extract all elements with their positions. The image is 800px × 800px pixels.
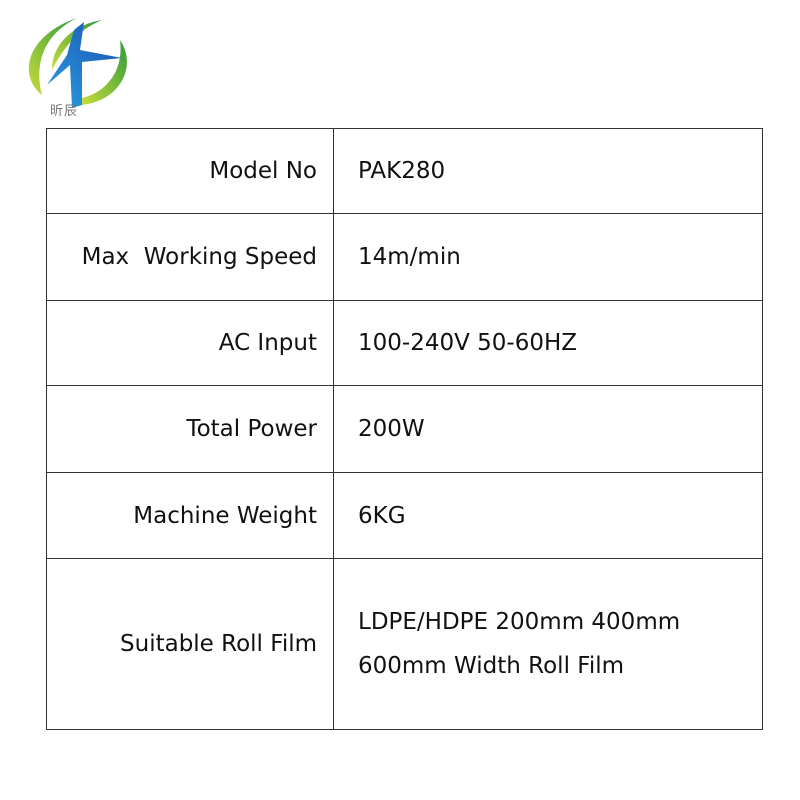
spec-label: AC Input <box>46 300 334 386</box>
spec-label: Total Power <box>46 385 334 473</box>
spec-label: Suitable Roll Film <box>46 558 334 730</box>
spec-value: 100-240V 50-60HZ <box>333 300 763 386</box>
table-row: Max Working Speed 14m/min <box>46 213 763 301</box>
table-row: AC Input 100-240V 50-60HZ <box>46 300 763 386</box>
logo-text: 昕辰 <box>50 104 79 119</box>
spec-value: 6KG <box>333 472 763 559</box>
spec-label: Machine Weight <box>46 472 334 559</box>
spec-value: PAK280 <box>333 128 763 214</box>
table-row: Suitable Roll Film LDPE/HDPE 200mm 400mm … <box>46 558 763 730</box>
spec-table: Model No PAK280 Max Working Speed 14m/min … <box>46 128 763 730</box>
logo-icon <box>28 18 127 108</box>
spec-label: Max Working Speed <box>46 213 334 301</box>
spec-value: 14m/min <box>333 213 763 301</box>
table-row: Machine Weight 6KG <box>46 472 763 559</box>
table-row: Model No PAK280 <box>46 128 763 214</box>
company-logo: 昕辰 <box>12 10 137 119</box>
spec-value: LDPE/HDPE 200mm 400mm 600mm Width Roll F… <box>333 558 763 730</box>
spec-label: Model No <box>46 128 334 214</box>
table-row: Total Power 200W <box>46 385 763 473</box>
spec-value: 200W <box>333 385 763 473</box>
